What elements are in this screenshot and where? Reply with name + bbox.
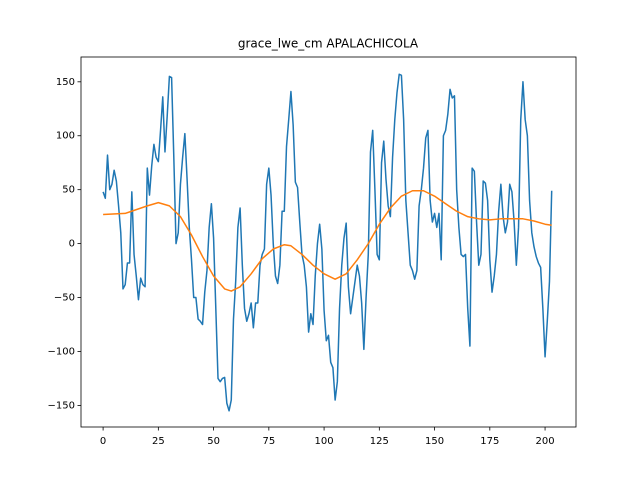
x-tick-label: 0	[100, 436, 106, 447]
y-tick-label: 150	[56, 77, 75, 88]
chart-title: grace_lwe_cm APALACHICOLA	[238, 37, 419, 51]
data-line	[102, 73, 553, 412]
x-tick-label: 50	[207, 436, 220, 447]
y-tick-label: 50	[62, 185, 75, 196]
x-tick-label: 100	[315, 436, 334, 447]
data-line	[103, 190, 552, 292]
x-tick-label: 175	[480, 436, 499, 447]
x-tick-label: 75	[262, 436, 275, 447]
y-tick-label: −50	[54, 293, 75, 304]
y-tick-label: 100	[56, 131, 75, 142]
y-tick-label: −100	[48, 346, 75, 357]
x-tick-label: 200	[536, 436, 555, 447]
plot-frame	[80, 56, 577, 428]
x-tick-label: 125	[370, 436, 389, 447]
y-tick-label: 0	[69, 239, 75, 250]
x-tick-label: 150	[425, 436, 444, 447]
x-tick-label: 25	[152, 436, 165, 447]
y-tick-label: −150	[48, 400, 75, 411]
